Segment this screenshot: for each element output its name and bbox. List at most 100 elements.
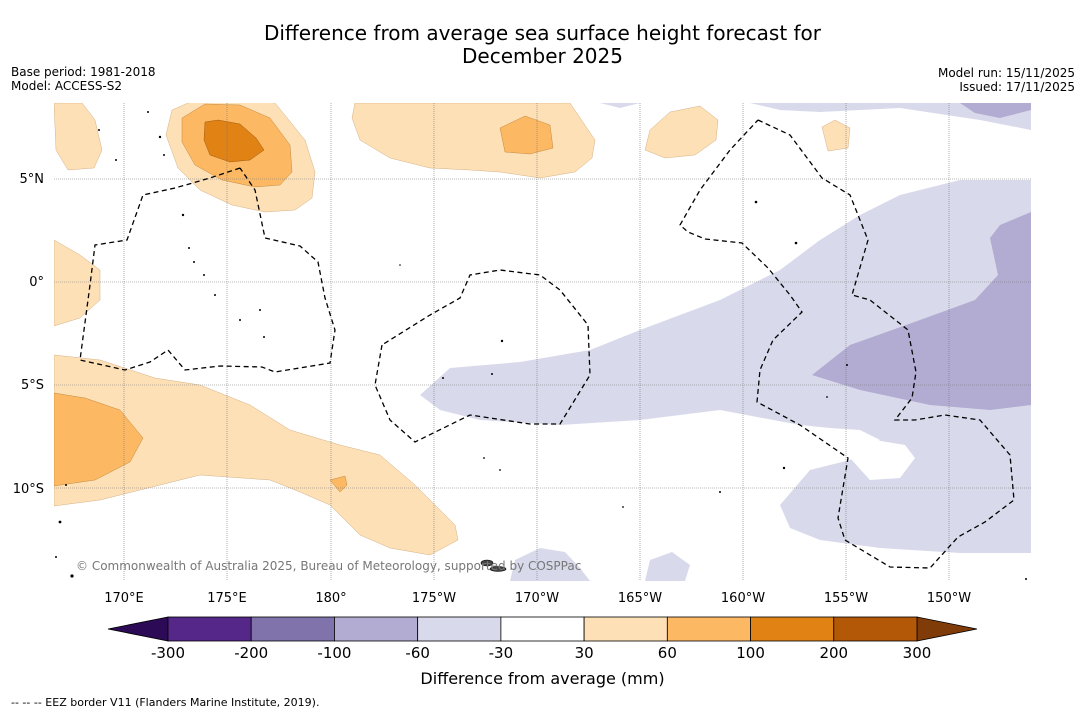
island	[489, 566, 507, 572]
title-line-2: December 2025	[462, 44, 623, 68]
colorbar-tick-label: 30	[575, 644, 594, 662]
island	[147, 111, 149, 113]
island	[158, 135, 162, 139]
island	[442, 377, 444, 379]
colorbar-segment	[250, 616, 335, 642]
colorbar-segment	[750, 616, 835, 642]
anomaly-region-pos30-line-islands	[644, 105, 719, 159]
meta-right: Model run: 15/11/2025 Issued: 17/11/2025	[938, 66, 1075, 94]
colorbar-tick-label: -200	[234, 644, 268, 662]
island	[480, 559, 494, 567]
lon-labels: 170°E 175°E 180° 175°W 170°W 165°W 160°W…	[104, 591, 971, 606]
anomaly-region-pos100-north-solomon	[203, 119, 265, 163]
colorbar-segment	[500, 616, 585, 642]
island	[239, 319, 241, 321]
colorbar-extend-low	[107, 616, 169, 642]
anomaly-region-pos30-small	[821, 119, 851, 152]
island	[214, 294, 216, 296]
chart-title: Difference from average sea surface heig…	[0, 22, 1085, 68]
colorbar-segment	[583, 616, 668, 642]
model-name: Model: ACCESS-S2	[11, 79, 123, 93]
island	[826, 396, 828, 398]
lat-label: 10°S	[13, 482, 44, 497]
anomaly-region-neg30-north	[600, 103, 1031, 130]
colorbar-segment	[666, 616, 751, 642]
island	[193, 261, 195, 263]
colorbar-tick-label: -60	[405, 644, 430, 662]
colorbar-tick-label: -100	[317, 644, 351, 662]
colorbar-segment	[334, 616, 419, 642]
eez-border-tuvalu-kiribati-west	[79, 167, 336, 373]
island	[115, 159, 117, 161]
island	[163, 154, 165, 156]
colorbar-segment	[167, 616, 252, 642]
colorbar-segment	[417, 616, 502, 642]
colorbar-tick-label: -300	[151, 644, 185, 662]
colorbar-segment	[833, 616, 918, 642]
island	[263, 336, 265, 338]
island	[622, 506, 624, 508]
copyright-text: © Commonwealth of Australia 2025, Bureau…	[76, 559, 581, 573]
lon-label: 170°W	[515, 591, 559, 606]
lon-label: 160°W	[721, 591, 765, 606]
island	[58, 520, 62, 524]
issued-date: Issued: 17/11/2025	[959, 80, 1075, 94]
island	[491, 373, 493, 375]
lat-label: 5°N	[20, 172, 45, 187]
island	[483, 457, 485, 459]
title-line-1: Difference from average sea surface heig…	[263, 21, 822, 45]
island	[188, 247, 190, 249]
anomaly-region-pos60-southwest	[54, 392, 144, 487]
lon-label: 155°W	[824, 591, 868, 606]
lat-labels: 5°N 0° 5°S 10°S	[13, 172, 44, 497]
anomaly-region-pos30-southwest	[54, 354, 459, 556]
island	[98, 129, 100, 131]
island	[500, 339, 504, 343]
island	[70, 574, 74, 578]
lat-label: 0°	[29, 275, 44, 290]
model-run: Model run: 15/11/2025	[937, 66, 1075, 80]
island	[1025, 578, 1027, 580]
meta-left: Base period: 1981-2018 Model: ACCESS-S2	[11, 65, 156, 93]
lon-label: 180°	[315, 591, 346, 606]
anomaly-region-neg60	[812, 212, 1031, 410]
colorbar: -300 -200 -100 -60 -30 30 60 100 200 300	[107, 616, 978, 662]
eez-footnote: -- -- -- EEZ border V11 (Flanders Marine…	[11, 696, 320, 709]
island	[399, 264, 401, 266]
island	[499, 469, 501, 471]
colorbar-extend-high	[916, 616, 978, 642]
map-area: © Commonwealth of Australia 2025, Bureau…	[54, 103, 1031, 581]
anomaly-hole	[850, 440, 915, 480]
colorbar-tick-label: 100	[736, 644, 765, 662]
island	[181, 213, 185, 217]
eez-border-phoenix	[374, 269, 591, 443]
anomaly-region-pos60-central-north	[499, 115, 554, 155]
gridlines	[54, 103, 1031, 581]
lon-label: 175°E	[207, 591, 247, 606]
lon-label: 150°W	[927, 591, 971, 606]
colorbar-label: Difference from average (mm)	[420, 669, 665, 688]
island	[794, 241, 798, 245]
colorbar-tick-label: 60	[658, 644, 677, 662]
colorbar-tick-label: 200	[819, 644, 848, 662]
base-period: Base period: 1981-2018	[11, 65, 156, 79]
lon-label: 175°W	[412, 591, 456, 606]
lon-label: 170°E	[104, 591, 144, 606]
island	[846, 364, 848, 366]
anomaly-region-pos30-west-equator	[54, 239, 101, 327]
colorbar-tick-label: 300	[903, 644, 932, 662]
anomaly-region-neg30-south	[510, 548, 690, 581]
eez-border-line-islands	[679, 119, 1015, 569]
lat-label: 5°S	[21, 378, 44, 393]
eez-borders	[79, 119, 1015, 569]
island	[65, 484, 67, 486]
island	[259, 309, 261, 311]
island	[203, 274, 205, 276]
islands	[55, 111, 1027, 580]
island	[782, 466, 786, 470]
island	[754, 200, 758, 204]
lon-label: 165°W	[618, 591, 662, 606]
anomaly-region-neg60-north	[960, 103, 1031, 118]
island	[55, 556, 57, 558]
